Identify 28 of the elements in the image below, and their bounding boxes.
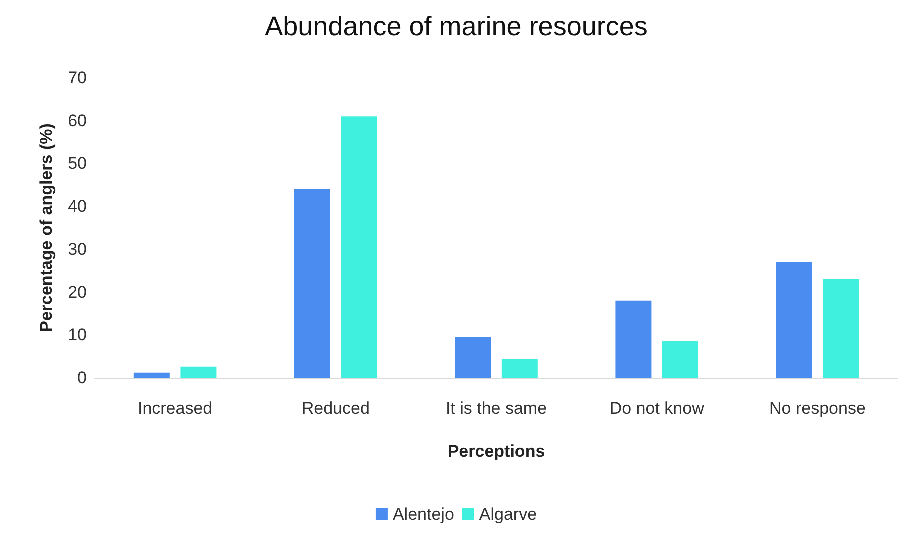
bar <box>341 116 378 378</box>
x-axis-title: Perceptions <box>448 442 546 461</box>
x-tick-label: It is the same <box>446 399 548 418</box>
bar <box>455 337 492 378</box>
bar <box>180 366 217 378</box>
x-tick-label: Increased <box>138 399 213 418</box>
y-tick-label: 60 <box>68 111 87 130</box>
y-axis-title: Percentage of anglers (%) <box>37 124 56 332</box>
chart-title: Abundance of marine resources <box>265 12 648 42</box>
x-tick-label: No response <box>770 399 866 418</box>
bar <box>616 300 652 378</box>
bar <box>823 279 860 378</box>
y-tick-label: 50 <box>68 154 87 174</box>
y-tick-label: 30 <box>68 240 87 259</box>
y-tick-label: 0 <box>78 368 87 388</box>
y-tick-label: 70 <box>68 68 87 88</box>
x-tick-label: Reduced <box>302 399 370 418</box>
y-tick-label: 10 <box>68 326 87 345</box>
bar <box>294 189 330 378</box>
legend-label: Algarve <box>479 505 538 524</box>
y-tick-label: 20 <box>68 282 87 302</box>
y-tick-label: 40 <box>68 197 87 216</box>
legend-label: Alentejo <box>392 505 454 524</box>
x-tick-label: Do not know <box>610 399 706 418</box>
bar <box>662 341 698 378</box>
bar <box>502 359 538 378</box>
bar <box>776 262 812 378</box>
bar <box>134 372 170 378</box>
